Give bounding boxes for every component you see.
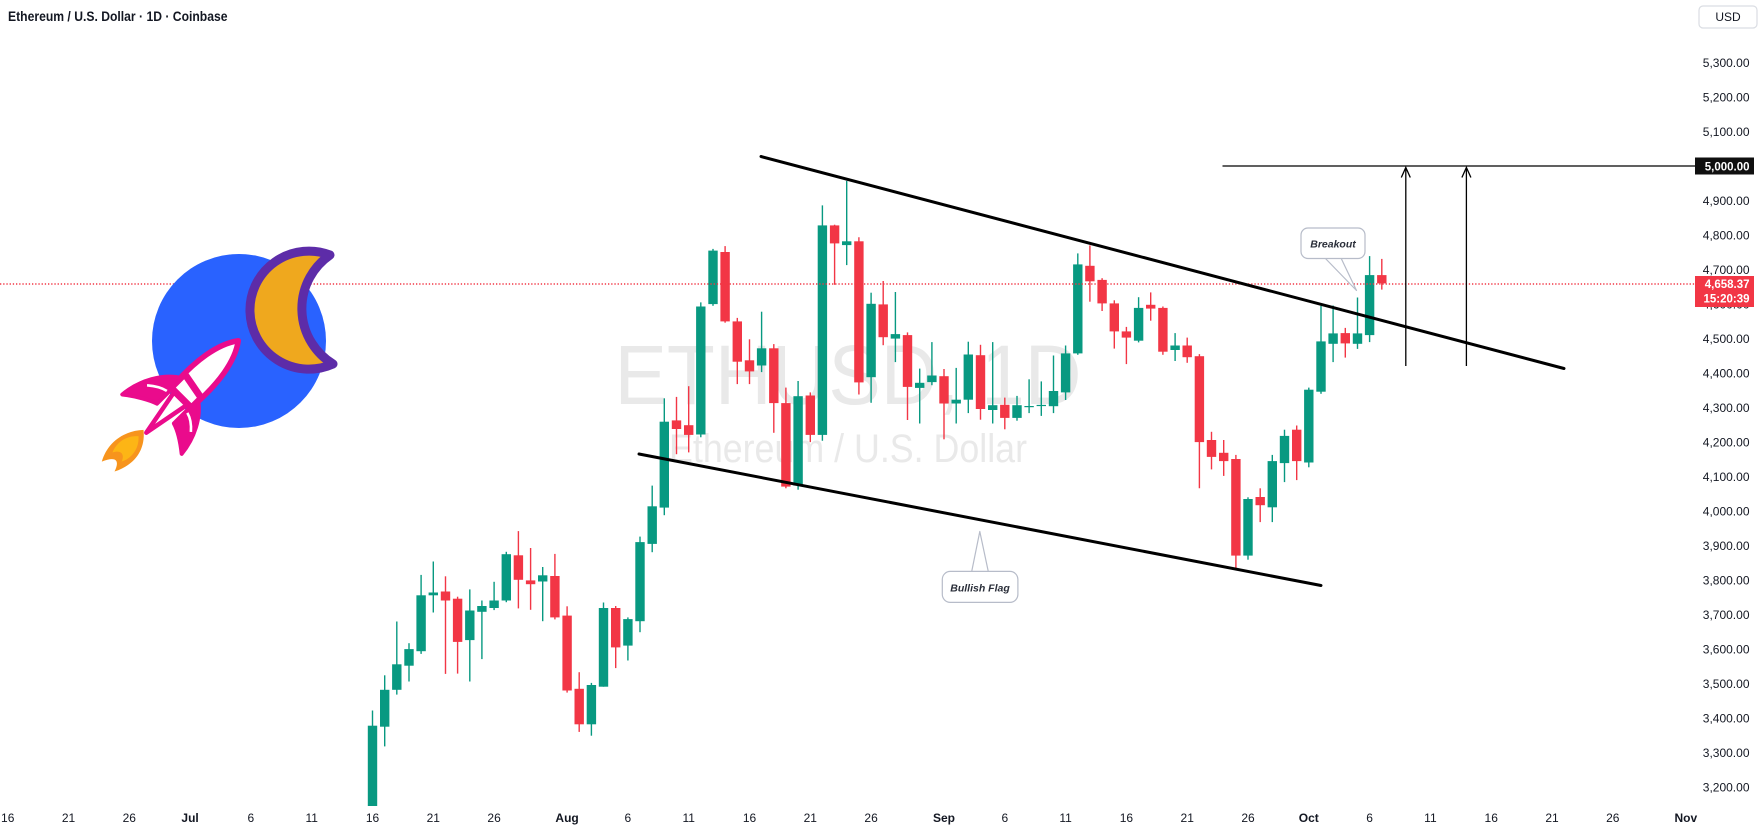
svg-text:26: 26	[1241, 811, 1255, 825]
svg-text:6: 6	[625, 811, 632, 825]
svg-text:11: 11	[1059, 811, 1072, 825]
svg-text:Breakout: Breakout	[1310, 239, 1356, 251]
svg-text:15:20:39: 15:20:39	[1703, 293, 1749, 305]
svg-text:16: 16	[743, 811, 757, 825]
svg-text:26: 26	[864, 811, 878, 825]
svg-text:3,800.00: 3,800.00	[1703, 573, 1750, 587]
svg-text:3,500.00: 3,500.00	[1703, 677, 1750, 691]
svg-text:3,700.00: 3,700.00	[1703, 608, 1750, 622]
svg-text:3,200.00: 3,200.00	[1703, 780, 1750, 794]
svg-text:21: 21	[1181, 811, 1195, 825]
svg-text:Ethereum / U.S. Dollar · 1D ·: Ethereum / U.S. Dollar · 1D · Coinbase	[8, 8, 228, 24]
svg-text:16: 16	[1, 811, 15, 825]
svg-text:26: 26	[123, 811, 137, 825]
svg-text:Aug: Aug	[555, 811, 578, 825]
svg-text:26: 26	[1606, 811, 1620, 825]
svg-text:4,900.00: 4,900.00	[1703, 194, 1750, 208]
svg-text:4,100.00: 4,100.00	[1703, 470, 1750, 484]
svg-text:4,300.00: 4,300.00	[1703, 401, 1750, 415]
svg-text:16: 16	[1120, 811, 1134, 825]
svg-text:4,000.00: 4,000.00	[1703, 504, 1750, 518]
svg-text:5,300.00: 5,300.00	[1703, 56, 1750, 70]
svg-text:21: 21	[1545, 811, 1559, 825]
svg-text:11: 11	[305, 811, 318, 825]
svg-text:ETHUSD, 1D: ETHUSD, 1D	[615, 328, 1082, 422]
svg-text:21: 21	[427, 811, 441, 825]
svg-text:26: 26	[487, 811, 501, 825]
svg-text:6: 6	[248, 811, 255, 825]
svg-text:5,200.00: 5,200.00	[1703, 90, 1750, 104]
svg-text:4,200.00: 4,200.00	[1703, 435, 1750, 449]
svg-text:6: 6	[1366, 811, 1373, 825]
svg-text:11: 11	[682, 811, 695, 825]
svg-text:3,600.00: 3,600.00	[1703, 642, 1750, 656]
svg-text:16: 16	[1485, 811, 1499, 825]
svg-text:4,400.00: 4,400.00	[1703, 366, 1750, 380]
svg-text:Nov: Nov	[1674, 811, 1697, 825]
svg-text:16: 16	[366, 811, 380, 825]
svg-text:3,400.00: 3,400.00	[1703, 711, 1750, 725]
svg-text:4,700.00: 4,700.00	[1703, 263, 1750, 277]
svg-text:Oct: Oct	[1299, 811, 1319, 825]
svg-text:4,800.00: 4,800.00	[1703, 228, 1750, 242]
svg-text:5,100.00: 5,100.00	[1703, 125, 1750, 139]
svg-text:Ethereum / U.S. Dollar: Ethereum / U.S. Dollar	[669, 427, 1027, 471]
svg-text:USD: USD	[1715, 10, 1741, 24]
svg-text:4,658.37: 4,658.37	[1705, 279, 1750, 291]
svg-text:4,500.00: 4,500.00	[1703, 332, 1750, 346]
svg-text:5,000.00: 5,000.00	[1705, 161, 1750, 173]
svg-text:21: 21	[62, 811, 76, 825]
svg-text:3,900.00: 3,900.00	[1703, 539, 1750, 553]
svg-text:Bullish Flag: Bullish Flag	[950, 583, 1010, 595]
svg-text:Sep: Sep	[933, 811, 955, 825]
svg-text:3,300.00: 3,300.00	[1703, 746, 1750, 760]
svg-text:11: 11	[1424, 811, 1437, 825]
svg-text:21: 21	[804, 811, 818, 825]
svg-text:6: 6	[1001, 811, 1008, 825]
svg-text:Jul: Jul	[181, 811, 198, 825]
